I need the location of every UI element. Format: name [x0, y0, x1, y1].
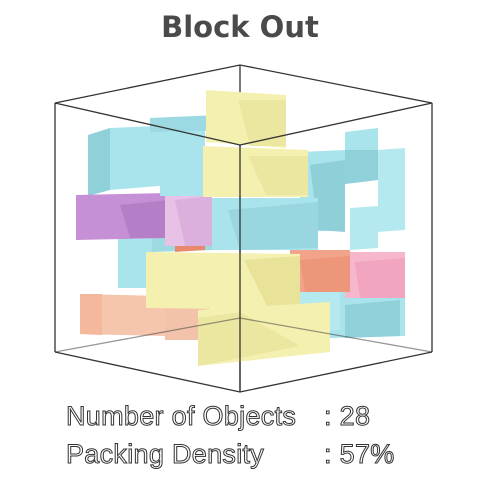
block-cyan-center	[212, 198, 318, 250]
objects-stat: Number of Objects: 28	[66, 401, 370, 432]
block-purple	[76, 193, 168, 240]
density-stat: Packing Density: 57%	[66, 439, 395, 470]
block-pink-left	[165, 190, 212, 246]
objects-value: 28	[340, 401, 371, 431]
objects-separator: :	[324, 401, 332, 431]
block-yellow-front	[198, 302, 330, 366]
density-label: Packing Density	[66, 439, 324, 470]
block-yellow-top	[206, 90, 286, 148]
block-yellow-mid	[146, 252, 300, 310]
density-value: 57%	[340, 439, 395, 469]
game-title: Block Out	[0, 10, 480, 44]
block-yellow-upper	[203, 146, 308, 197]
block-pink-right	[345, 252, 405, 298]
objects-label: Number of Objects	[66, 401, 324, 432]
density-separator: :	[324, 439, 332, 469]
